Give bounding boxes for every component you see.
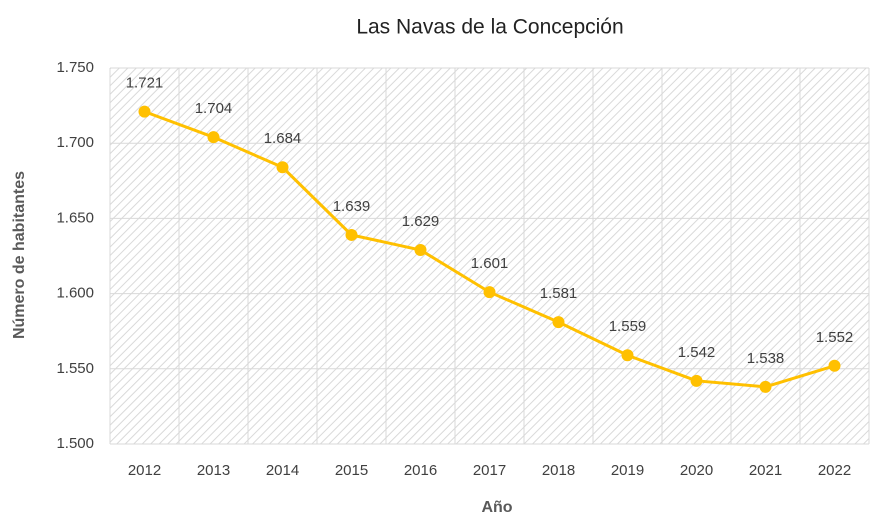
data-point (828, 359, 841, 372)
x-tick-label: 2014 (266, 462, 299, 479)
plot-background (110, 68, 869, 444)
data-point (276, 161, 289, 174)
data-label: 1.721 (126, 75, 164, 92)
x-tick-label: 2016 (404, 462, 437, 479)
x-tick-label: 2012 (128, 462, 161, 479)
x-tick-label: 2019 (611, 462, 644, 479)
x-tick-label: 2022 (818, 462, 851, 479)
data-point (759, 380, 772, 393)
data-point (552, 316, 565, 329)
y-tick-label: 1.550 (56, 360, 94, 377)
data-point (483, 286, 496, 299)
data-label: 1.629 (402, 213, 440, 230)
x-tick-label: 2021 (749, 462, 782, 479)
data-label: 1.581 (540, 285, 578, 302)
x-tick-label: 2017 (473, 462, 506, 479)
data-label: 1.639 (333, 198, 371, 215)
data-label: 1.542 (678, 344, 716, 361)
data-label: 1.552 (816, 329, 854, 346)
data-point (690, 374, 703, 387)
x-tick-label: 2020 (680, 462, 713, 479)
x-tick-label: 2015 (335, 462, 368, 479)
y-tick-label: 1.700 (56, 134, 94, 151)
data-point (207, 131, 220, 144)
data-label: 1.538 (747, 350, 785, 367)
data-point (345, 228, 358, 241)
x-tick-label: 2013 (197, 462, 230, 479)
y-tick-label: 1.500 (56, 435, 94, 452)
chart-title: Las Navas de la Concepción (356, 16, 623, 39)
data-label: 1.704 (195, 100, 233, 117)
y-tick-label: 1.750 (56, 59, 94, 76)
data-point (621, 349, 634, 362)
data-point (414, 243, 427, 256)
y-tick-label: 1.650 (56, 209, 94, 226)
data-label: 1.684 (264, 130, 302, 147)
data-label: 1.601 (471, 255, 509, 272)
data-label: 1.559 (609, 318, 647, 335)
y-axis-title: Número de habitantes (11, 171, 28, 339)
x-tick-label: 2018 (542, 462, 575, 479)
x-axis-title: Año (481, 499, 512, 516)
data-point (138, 105, 151, 118)
y-tick-label: 1.600 (56, 285, 94, 302)
